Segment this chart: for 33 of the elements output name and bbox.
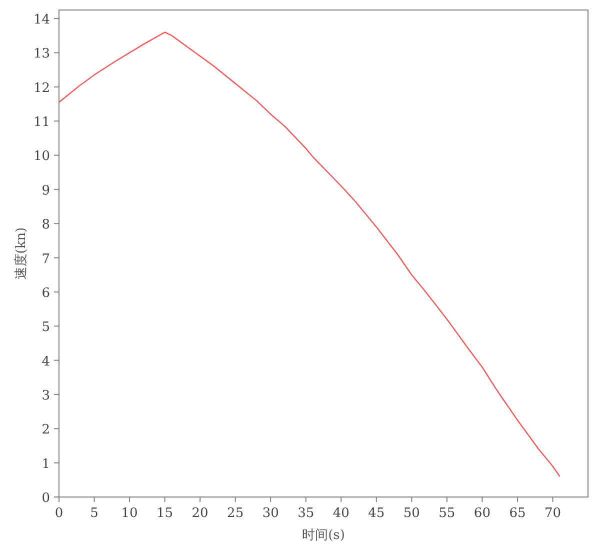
y-tick-label: 11 <box>33 115 50 130</box>
x-tick-label: 0 <box>54 506 64 521</box>
y-tick-label: 1 <box>42 456 50 472</box>
y-tick-label: 2 <box>42 422 50 438</box>
y-tick-label: 14 <box>33 12 50 28</box>
y-tick-label: 3 <box>42 388 50 404</box>
y-tick-label: 12 <box>33 80 50 96</box>
x-tick-label: 5 <box>90 506 98 521</box>
x-tick-label: 20 <box>192 506 208 521</box>
y-axis-title: 速度(kn) <box>13 227 29 280</box>
x-tick-label: 45 <box>368 506 385 521</box>
x-tick-label: 10 <box>121 506 138 521</box>
x-tick-label: 25 <box>227 506 244 521</box>
x-tick-label: 30 <box>262 506 279 521</box>
x-tick-label: 40 <box>332 506 350 521</box>
x-tick-label: 50 <box>403 506 420 521</box>
y-tick-label: 0 <box>42 491 50 506</box>
y-tick-label: 4 <box>42 354 50 370</box>
x-tick-label: 70 <box>544 506 562 521</box>
y-tick-label: 6 <box>42 286 50 301</box>
y-tick-label: 13 <box>33 46 50 62</box>
y-tick-label: 7 <box>42 252 50 267</box>
x-axis-title: 时间(s) <box>302 528 345 543</box>
x-tick-label: 55 <box>438 506 456 521</box>
x-tick-label: 35 <box>298 506 314 521</box>
line-series <box>58 32 560 478</box>
y-tick-label: 9 <box>42 183 50 198</box>
y-tick-label: 10 <box>33 149 50 164</box>
x-tick-label: 15 <box>156 506 174 521</box>
y-tick-label: 8 <box>42 218 50 233</box>
y-tick-label: 5 <box>42 320 50 336</box>
x-tick-label: 60 <box>474 506 490 521</box>
x-tick-label: 65 <box>509 506 526 521</box>
